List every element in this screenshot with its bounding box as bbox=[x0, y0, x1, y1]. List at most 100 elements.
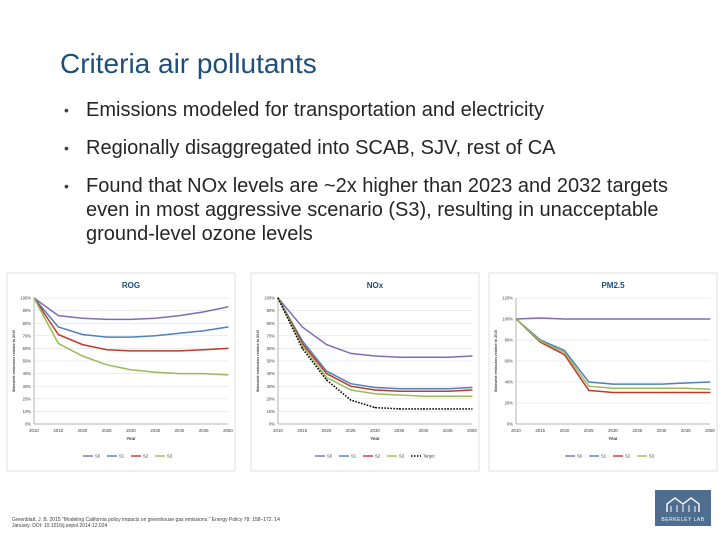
y-tick-label: 80% bbox=[23, 321, 32, 326]
data-point-s3 bbox=[515, 318, 517, 320]
y-tick-label: 40% bbox=[505, 380, 514, 385]
data-point-s0 bbox=[422, 356, 425, 358]
data-point-s0 bbox=[471, 355, 473, 357]
y-tick-label: 100% bbox=[264, 296, 275, 301]
x-tick-label: 2030 bbox=[126, 428, 136, 433]
y-tick-label: 60% bbox=[505, 359, 514, 364]
y-tick-label: 40% bbox=[267, 371, 276, 376]
x-tick-label: 2030 bbox=[370, 428, 380, 433]
x-tick-label: 2010 bbox=[511, 428, 521, 433]
data-point-s3 bbox=[374, 393, 376, 395]
data-point-s1 bbox=[350, 383, 352, 385]
data-point-s0 bbox=[154, 317, 156, 319]
data-point-s1 bbox=[301, 340, 303, 342]
chart-title: NOx bbox=[367, 281, 384, 290]
y-tick-label: 30% bbox=[267, 384, 276, 389]
x-tick-label: 2025 bbox=[584, 428, 594, 433]
x-tick-label: 2020 bbox=[322, 428, 332, 433]
data-point-s1 bbox=[471, 386, 473, 389]
data-point-s2 bbox=[374, 389, 376, 391]
y-axis-label: Statewide emissions relative to 2010 bbox=[12, 330, 16, 392]
bullet-item: • Emissions modeled for transportation a… bbox=[64, 98, 684, 122]
data-point-s0 bbox=[447, 356, 449, 358]
y-tick-label: 20% bbox=[267, 396, 276, 401]
citation: Greenblatt, J. B. 2015 "Modeling Califor… bbox=[12, 517, 412, 529]
data-point-s0 bbox=[203, 311, 205, 313]
data-point-s2 bbox=[422, 390, 425, 392]
x-tick-label: 2035 bbox=[394, 428, 404, 433]
data-point-s1 bbox=[154, 335, 156, 337]
data-point-s3 bbox=[203, 373, 205, 375]
y-tick-label: 100% bbox=[502, 317, 513, 322]
berkeley-lab-building-icon bbox=[666, 497, 700, 512]
legend-label: S0 bbox=[327, 454, 333, 459]
data-point-s0 bbox=[612, 318, 614, 320]
logo-text: BERKELEY LAB bbox=[661, 517, 705, 523]
data-point-s2 bbox=[350, 385, 352, 387]
data-point-s3 bbox=[636, 387, 638, 389]
data-point-s0 bbox=[81, 317, 84, 319]
x-tick-label: 2010 bbox=[273, 428, 283, 433]
x-tick-label: 2040 bbox=[175, 428, 185, 433]
data-point-s2 bbox=[154, 350, 156, 352]
data-point-s3 bbox=[154, 371, 156, 373]
y-tick-label: 0% bbox=[507, 422, 513, 427]
bullet-text: Emissions modeled for transportation and… bbox=[86, 99, 544, 121]
data-point-s2 bbox=[106, 349, 108, 351]
data-point-s2 bbox=[709, 391, 711, 394]
x-tick-label: 2045 bbox=[199, 428, 209, 433]
x-tick-label: 2040 bbox=[419, 428, 429, 433]
data-point-s3 bbox=[612, 387, 614, 389]
data-point-s2 bbox=[447, 390, 449, 392]
y-tick-label: 10% bbox=[267, 409, 276, 414]
data-point-s1 bbox=[447, 388, 449, 390]
data-point-s0 bbox=[301, 326, 303, 328]
data-point-s0 bbox=[709, 318, 711, 320]
data-point-s3 bbox=[660, 387, 663, 389]
data-point-s2 bbox=[178, 350, 181, 352]
data-point-s3 bbox=[709, 388, 711, 390]
data-point-s3 bbox=[422, 395, 425, 397]
data-point-s0 bbox=[130, 318, 132, 321]
data-point-target bbox=[398, 408, 400, 410]
y-tick-label: 20% bbox=[23, 396, 32, 401]
legend-label: S2 bbox=[143, 454, 149, 459]
data-point-s3 bbox=[33, 297, 35, 299]
data-point-s1 bbox=[709, 381, 711, 383]
data-point-s3 bbox=[539, 340, 541, 342]
data-point-s2 bbox=[685, 391, 687, 394]
data-point-s2 bbox=[130, 350, 132, 352]
x-tick-label: 2035 bbox=[150, 428, 160, 433]
chart-title: ROG bbox=[122, 281, 140, 290]
x-tick-label: 2015 bbox=[535, 428, 545, 433]
chart-title: PM2.5 bbox=[601, 281, 625, 290]
y-tick-label: 90% bbox=[23, 308, 32, 313]
data-point-s1 bbox=[563, 349, 566, 352]
rog-chart-svg: ROG 0% 10% 20% 30% 40% 50% 60% 70% 80% 90% 100% 2010… bbox=[6, 272, 236, 472]
x-axis-label: Year bbox=[370, 436, 380, 441]
data-point-s3 bbox=[81, 355, 84, 357]
series-line-target bbox=[277, 297, 472, 410]
data-point-target bbox=[301, 347, 303, 349]
data-point-s3 bbox=[588, 385, 590, 387]
data-point-target bbox=[422, 408, 425, 410]
bullet-text: Found that NOx levels are ~2x higher tha… bbox=[86, 175, 669, 245]
berkeley-lab-logo: BERKELEY LAB bbox=[655, 490, 711, 526]
data-point-s0 bbox=[350, 352, 352, 355]
pm25-chart: PM2.5 0% 20% 40% 60% 80% 100% 120% 2010 2015 2020 2… bbox=[488, 272, 718, 472]
x-tick-label: 2025 bbox=[102, 428, 112, 433]
slide-title: Criteria air pollutants bbox=[60, 48, 317, 79]
data-point-s3 bbox=[130, 369, 132, 371]
x-tick-label: 2050 bbox=[705, 428, 715, 433]
x-tick-label: 2015 bbox=[297, 428, 307, 433]
data-point-s2 bbox=[636, 391, 638, 394]
x-tick-label: 2015 bbox=[53, 428, 63, 433]
data-point-s0 bbox=[227, 306, 229, 308]
legend-label: S0 bbox=[95, 454, 101, 459]
x-axis-label: Year bbox=[608, 436, 618, 441]
rog-chart: ROG 0% 10% 20% 30% 40% 50% 60% 70% 80% 90% 100% 2010… bbox=[6, 272, 236, 472]
x-tick-label: 2020 bbox=[560, 428, 570, 433]
data-point-s0 bbox=[660, 318, 663, 320]
data-point-target bbox=[325, 379, 328, 381]
legend-label: S3 bbox=[399, 454, 405, 459]
